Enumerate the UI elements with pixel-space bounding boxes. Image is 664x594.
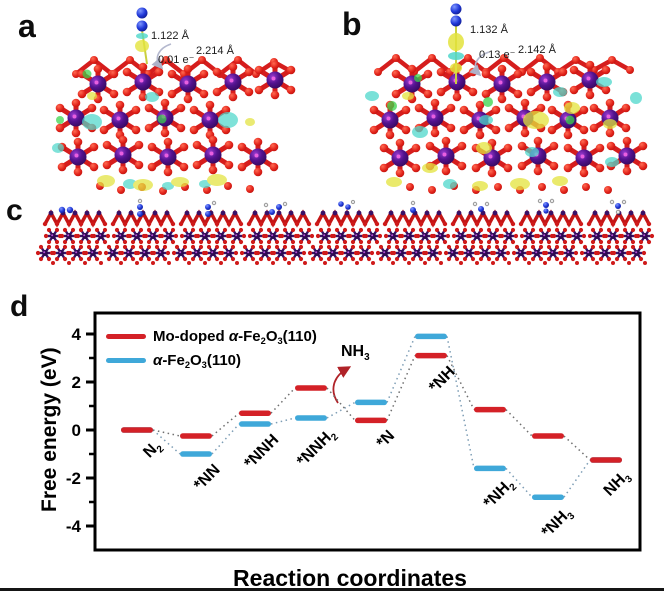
y-tick-label: -2: [66, 469, 81, 488]
fe2o3-level-5: [415, 333, 447, 340]
y-tick-label: 2: [72, 373, 81, 392]
panel-a-n2-bond-length: 1.122 Å: [151, 30, 189, 42]
legend-label: α-Fe2O3(110): [153, 351, 242, 371]
mo-doped-level-2: [239, 410, 271, 416]
panel-c-adsorbates: [58, 198, 627, 217]
mo-doped-level-8: [590, 457, 622, 463]
mo-doped-connector-5: [446, 355, 475, 410]
fe2o3-connector-7: [563, 459, 591, 498]
nh3-annotation: NH3: [341, 343, 370, 363]
mo-doped-level-1: [180, 433, 212, 439]
panel-b-charge-transfer: 0.13 e⁻: [479, 49, 516, 61]
fe2o3-connector-2: [270, 417, 296, 425]
panel-b-n2-bond-length: 1.132 Å: [470, 24, 508, 36]
panel-a-charge-transfer: 0.01 e⁻: [158, 54, 195, 66]
panel-ab-structures: [52, 3, 664, 195]
mo-doped-level-5: [415, 352, 447, 359]
mo-doped-level-3: [295, 385, 327, 391]
y-axis-label: Free energy (eV): [38, 347, 61, 512]
panel-b-structure: [365, 3, 647, 194]
fe2o3-level-2: [239, 421, 271, 427]
mo-doped-connector-1: [211, 412, 240, 437]
panel-a-n2-molecule: [135, 7, 149, 65]
mo-doped-level-6: [474, 406, 506, 413]
y-tick-label: 4: [72, 325, 82, 344]
panel-a-charge-arrow-icon: [151, 43, 172, 70]
panel-a-surface-distance: 2.214 Å: [196, 45, 234, 57]
mo-doped-connector-3: [326, 387, 356, 421]
fe2o3-connector-4: [386, 336, 416, 403]
panel-b-label: b: [342, 6, 362, 42]
mo-doped-connector-6: [505, 409, 533, 437]
panel-b-n2-molecule: [448, 3, 464, 84]
y-tick-label: -4: [66, 517, 82, 536]
panel-a-structure: [52, 7, 295, 195]
nh3-release-arrow-icon: [332, 366, 352, 404]
fe2o3-level-3: [295, 415, 327, 421]
fe2o3-connector-3: [326, 401, 356, 419]
mo-doped-level-0: [121, 427, 153, 433]
fe2o3-connector-5: [446, 336, 475, 469]
mo-doped-connector-2: [270, 387, 296, 414]
panel-c-structures: [0, 198, 664, 290]
mo-doped-level-7: [532, 433, 564, 439]
mo-doped-level-4: [355, 417, 387, 424]
legend-entry-0: Mo-doped α-Fe2O3(110): [106, 327, 317, 347]
fe2o3-level-6: [474, 465, 506, 472]
panel-a-isosurfaces: [52, 69, 255, 191]
fe2o3-level-1: [180, 451, 212, 457]
legend-line-sample: [106, 333, 146, 339]
legend-entry-1: α-Fe2O3(110): [106, 351, 242, 371]
fe2o3-level-7: [532, 494, 564, 500]
fe2o3-connector-1: [211, 423, 240, 455]
panel-b-isosurfaces: [365, 74, 642, 191]
figure-bottom-rule: [0, 588, 664, 591]
panel-b-surface-distance: 2.142 Å: [518, 44, 556, 56]
panel-a-label: a: [18, 8, 36, 44]
fe2o3-connector-0: [152, 429, 181, 455]
legend-label: Mo-doped α-Fe2O3(110): [153, 327, 317, 347]
legend-line-sample: [106, 357, 146, 363]
free-energy-chart: 4 2 0 -2 -4: [66, 311, 642, 552]
fe2o3-connector-6: [505, 467, 533, 498]
y-tick-label: 0: [72, 421, 81, 440]
x-axis-label: Reaction coordinates: [233, 565, 467, 591]
panel-b-charge-arrow-icon: [469, 51, 490, 77]
panel-d-label: d: [10, 290, 29, 323]
mo-doped-connector-4: [386, 355, 416, 421]
panel-c-label: c: [6, 194, 23, 227]
fe2o3-level-4: [355, 399, 387, 406]
mo-doped-connector-7: [563, 435, 591, 461]
